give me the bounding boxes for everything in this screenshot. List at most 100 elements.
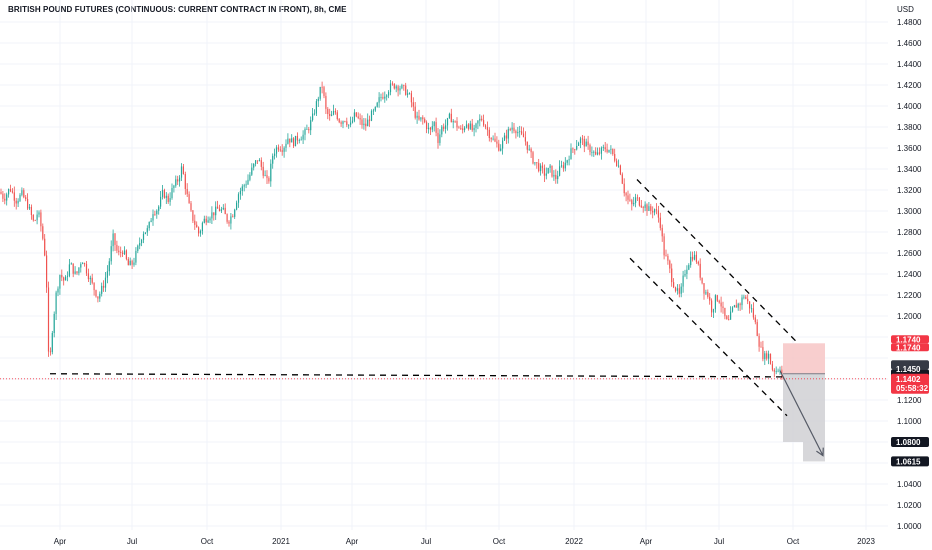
candle-body — [762, 347, 764, 360]
candle-body — [84, 263, 86, 265]
candle-body — [101, 285, 103, 294]
candle-body — [329, 114, 331, 116]
candle-body — [671, 268, 673, 283]
x-tick-label: Oct — [493, 537, 506, 546]
candle-body — [348, 124, 350, 126]
candle-body — [680, 286, 682, 294]
candle-body — [564, 162, 566, 169]
candle-body — [631, 200, 633, 205]
candle-body — [712, 309, 715, 313]
candle-body — [699, 263, 701, 278]
candle-body — [268, 178, 270, 182]
projection-arrow-head — [816, 447, 824, 457]
candle-body — [369, 119, 371, 121]
candle-body — [673, 282, 675, 288]
candle-body — [768, 353, 770, 359]
candle-body — [222, 207, 224, 210]
candle-body — [163, 190, 165, 198]
candle-body — [724, 307, 726, 317]
candle-body — [484, 125, 487, 128]
candle-body — [332, 111, 335, 115]
candle-body — [315, 101, 317, 114]
y-tick-label: 1.1000 — [897, 417, 922, 426]
candle-body — [165, 195, 167, 198]
candle-body — [382, 97, 384, 99]
candle-body — [239, 191, 241, 195]
candle-body — [110, 246, 112, 262]
candle-body — [600, 147, 602, 154]
candle-body — [448, 113, 450, 119]
candle-body — [684, 273, 686, 276]
stop-price-tag-bottom[interactable] — [891, 343, 929, 352]
candle-body — [445, 125, 447, 129]
candle-body — [388, 92, 390, 96]
target2-price-tag[interactable] — [891, 456, 929, 467]
candle-body — [750, 308, 753, 310]
candle-body — [237, 194, 240, 203]
projection-arrow[interactable] — [779, 370, 824, 456]
candle-body — [76, 271, 78, 274]
candle-body — [262, 166, 264, 176]
candle-body — [158, 206, 160, 211]
candle-body — [517, 132, 519, 134]
candle-body — [612, 148, 614, 155]
y-tick-label: 1.0400 — [897, 480, 922, 489]
target1-price-tag[interactable] — [891, 437, 929, 447]
trendline-upper-channel[interactable] — [636, 179, 798, 343]
candle-body — [285, 143, 287, 148]
candle-body — [13, 192, 15, 201]
candle-body — [277, 147, 279, 150]
candle-body — [230, 216, 232, 224]
candle-body — [21, 190, 23, 195]
trendline-support-line[interactable] — [49, 373, 784, 378]
y-tick-label: 1.2600 — [897, 249, 922, 258]
candle-body — [471, 123, 473, 131]
candle-body — [557, 175, 559, 180]
candle-body — [59, 275, 61, 289]
candle-body — [122, 252, 124, 255]
target-zone-1 — [783, 373, 825, 442]
candle-body — [184, 174, 186, 189]
candle-body — [728, 319, 730, 321]
candle-body — [779, 369, 781, 371]
candle-body — [245, 184, 247, 186]
candle-body — [462, 128, 464, 131]
candle-body — [711, 300, 713, 313]
candle-body — [103, 285, 105, 288]
candle-body — [47, 287, 50, 352]
y-tick-label: 1.2200 — [897, 291, 922, 300]
candle-body — [40, 212, 42, 227]
candle-body — [690, 256, 692, 266]
candle-body — [714, 295, 716, 310]
candle-body — [19, 194, 21, 201]
entry-price-tag-top[interactable] — [891, 360, 929, 370]
candle-body — [405, 85, 407, 95]
candle-body — [28, 206, 31, 209]
candle-body — [226, 214, 228, 222]
candle-body — [619, 165, 621, 175]
candle-body — [503, 135, 506, 141]
candle-body — [678, 288, 680, 294]
candle-body — [426, 122, 428, 130]
last-price-tag[interactable] — [891, 373, 929, 394]
candle-body — [481, 118, 483, 121]
candle-body — [310, 120, 312, 131]
candle-body — [192, 210, 194, 221]
candle-body — [604, 147, 606, 150]
candle-body — [737, 303, 739, 308]
candle-body — [764, 353, 766, 360]
candle-body — [578, 143, 580, 146]
x-tick-label: Jul — [421, 537, 431, 546]
candle-body — [108, 261, 110, 272]
candle-body — [224, 207, 226, 215]
trendline-lower-channel[interactable] — [629, 257, 788, 417]
candle-body — [9, 189, 12, 192]
candle-body — [36, 214, 38, 221]
candle-body — [279, 149, 281, 151]
candle-body — [490, 138, 492, 140]
stop-price-tag-top[interactable] — [891, 335, 929, 344]
x-tick-label: Apr — [640, 537, 653, 546]
candle-body — [437, 132, 439, 143]
candle-body — [344, 121, 346, 123]
